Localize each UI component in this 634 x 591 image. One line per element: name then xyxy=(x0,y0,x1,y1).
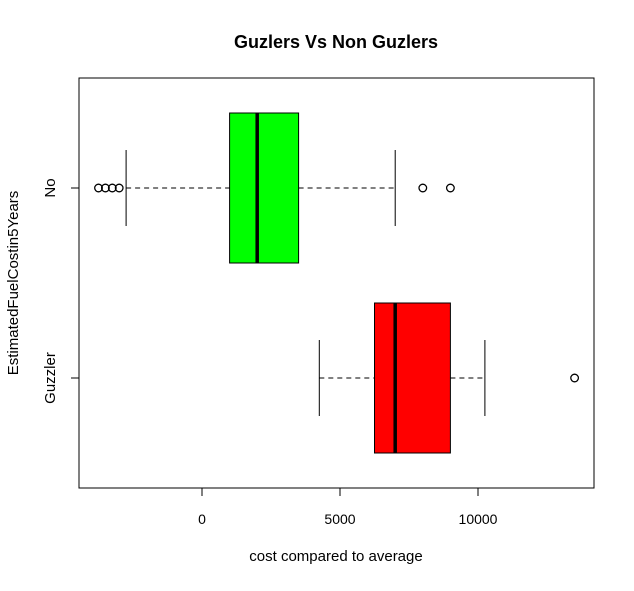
x-tick-label: 5000 xyxy=(324,511,355,527)
outlier-point xyxy=(100,183,110,193)
box-iqr xyxy=(229,112,300,264)
x-tick-label: 10000 xyxy=(459,511,498,527)
box-group-guzzler xyxy=(318,302,580,454)
x-tick-label: 0 xyxy=(198,511,206,527)
y-tick-label: Guzzler xyxy=(42,352,59,404)
outlier-point xyxy=(107,183,117,193)
outlier-point xyxy=(94,183,103,193)
box-groups xyxy=(94,112,580,454)
outlier-point xyxy=(418,183,428,193)
y-axis-label: EstimatedFuelCostin5Years xyxy=(5,191,22,376)
y-axis: No Guzzler xyxy=(42,178,80,404)
chart-title: Guzlers Vs Non Guzlers xyxy=(234,32,438,52)
outlier-point xyxy=(570,373,580,383)
box-iqr xyxy=(374,302,451,454)
x-axis-label: cost compared to average xyxy=(249,548,422,565)
outlier-point xyxy=(114,183,124,193)
x-axis: 0 5000 10000 xyxy=(198,487,498,527)
box-group-no xyxy=(94,112,455,264)
y-tick-label: No xyxy=(42,178,59,197)
outlier-point xyxy=(445,183,455,193)
